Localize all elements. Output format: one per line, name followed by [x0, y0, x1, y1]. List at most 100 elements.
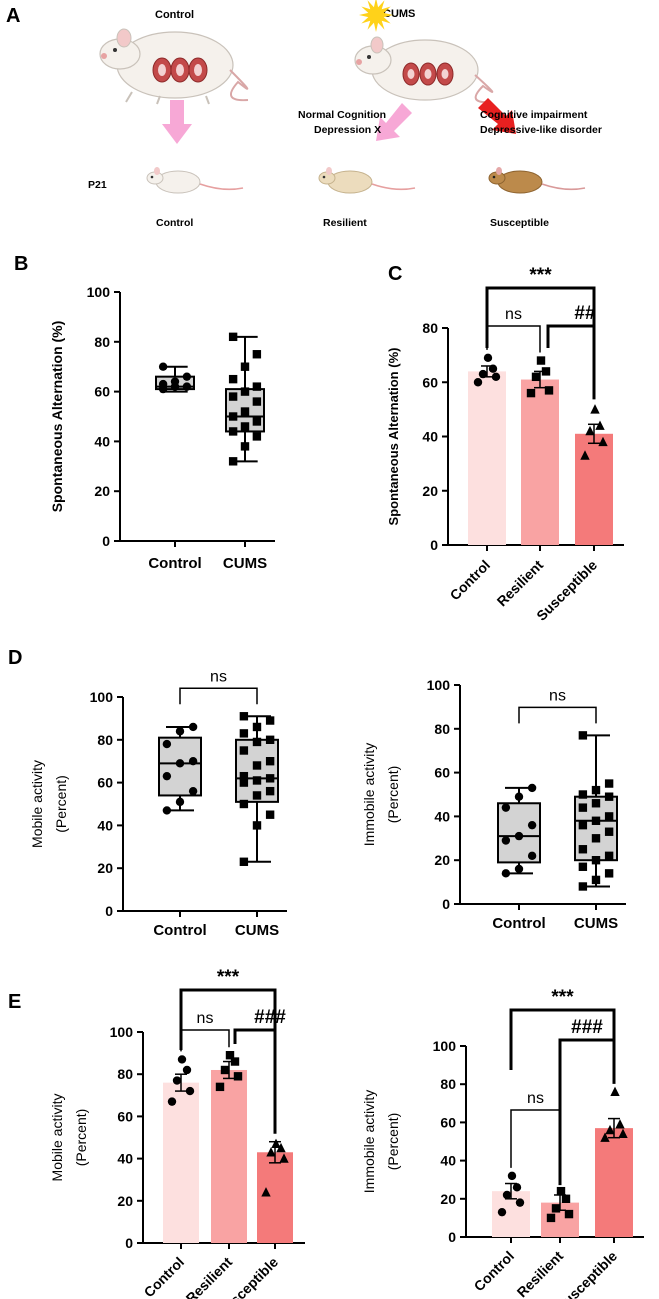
- y-tick-label: 40: [97, 817, 113, 833]
- significance-label: ns: [549, 687, 566, 704]
- data-point: [502, 1190, 512, 1200]
- bar: [595, 1128, 633, 1237]
- pregnant-mouse-control-icon: [99, 28, 249, 105]
- significance-bracket: [518, 706, 597, 724]
- y-tick-label: 100: [110, 1024, 134, 1040]
- y-tick-label: 60: [94, 384, 110, 400]
- panel-e-immobile: 0 20 40 60 80 100 Immobile activity (Percent) Co…: [361, 987, 644, 1299]
- y-tick-label: 0: [448, 1229, 456, 1245]
- data-point: [483, 353, 493, 363]
- bar: [163, 1082, 199, 1243]
- data-point: [591, 856, 601, 865]
- data-point: [225, 1051, 235, 1060]
- data-point: [585, 425, 595, 436]
- cums-title: CUMS: [383, 8, 415, 20]
- y-axis-label: Spontaneous Alternation (%): [386, 348, 401, 526]
- data-point: [252, 397, 262, 406]
- data-point: [527, 851, 537, 861]
- arrow-resilient-icon: [376, 103, 412, 141]
- control-title: Control: [155, 9, 194, 21]
- data-point: [491, 372, 501, 382]
- y-tick-label: 60: [117, 1108, 133, 1124]
- data-point: [501, 869, 511, 878]
- data-point: [167, 1097, 177, 1106]
- data-point: [162, 806, 172, 815]
- data-point: [228, 332, 238, 342]
- data-point: [266, 1147, 276, 1157]
- pup-label-control: Control: [156, 217, 193, 229]
- data-point: [265, 810, 275, 819]
- data-point: [239, 712, 249, 721]
- y-axis-label-units: (Percent): [385, 766, 401, 824]
- data-point: [501, 836, 511, 845]
- normal-cognition-text: Normal Cognition: [298, 109, 386, 121]
- pup-control-icon: [146, 167, 244, 194]
- y-axis-label: Mobile activity: [29, 760, 45, 848]
- x-tick-label: Control: [447, 557, 494, 604]
- data-point: [252, 821, 262, 830]
- panel-a: A Control CUMS: [6, 0, 602, 229]
- panel-label: D: [8, 647, 22, 669]
- significance-label: ns: [505, 306, 522, 323]
- data-point: [215, 1082, 225, 1092]
- data-point: [252, 737, 262, 747]
- data-point: [507, 1171, 517, 1181]
- significance-label: ns: [527, 1090, 544, 1107]
- data-point: [239, 746, 249, 755]
- data-point: [240, 422, 250, 431]
- data-point: [527, 783, 537, 793]
- data-point: [228, 427, 238, 436]
- significance-bracket: [179, 687, 258, 705]
- data-point: [279, 1153, 289, 1163]
- y-tick-label: 60: [434, 765, 450, 781]
- data-point: [252, 761, 262, 770]
- data-point: [600, 1132, 610, 1142]
- data-point: [261, 1187, 271, 1197]
- data-point: [514, 831, 524, 841]
- data-point: [175, 759, 185, 768]
- y-axis-label: Mobile activity: [49, 1094, 65, 1182]
- y-tick-label: 80: [434, 721, 450, 737]
- data-point: [501, 803, 511, 812]
- x-tick-label: Control: [492, 915, 545, 932]
- data-point: [252, 382, 262, 391]
- panel-d-mobile: D 0 20 40 60 80 100 Mobile activity (Percent) Con…: [8, 647, 287, 939]
- significance-bracket: [546, 324, 596, 400]
- data-point: [182, 372, 192, 381]
- data-point: [604, 869, 614, 878]
- data-point: [182, 1065, 192, 1075]
- y-tick-label: 80: [422, 320, 438, 336]
- data-point: [551, 1204, 561, 1213]
- data-point: [514, 864, 524, 874]
- data-point: [220, 1065, 230, 1075]
- data-point: [228, 457, 238, 466]
- data-point: [276, 1142, 286, 1153]
- data-point: [512, 1183, 522, 1192]
- y-tick-label: 20: [117, 1193, 133, 1209]
- significance-bracket: [486, 325, 541, 353]
- data-point: [239, 729, 249, 738]
- panel-label: E: [8, 991, 21, 1013]
- significance-label: ns: [197, 1010, 214, 1027]
- data-point: [478, 369, 488, 379]
- y-tick-label: 60: [422, 374, 438, 390]
- y-tick-label: 0: [102, 533, 110, 549]
- y-tick-label: 80: [97, 732, 113, 748]
- data-point: [252, 417, 262, 426]
- pregnant-mouse-cums-icon: [354, 36, 494, 104]
- data-point: [240, 362, 250, 371]
- panel-d-immobile: 0 20 40 60 80 100 Immobile activity (Percent) Co…: [361, 677, 626, 932]
- data-point: [595, 420, 605, 430]
- y-tick-label: 60: [440, 1114, 456, 1130]
- data-point: [604, 792, 614, 801]
- bar: [257, 1152, 293, 1243]
- significance-bracket: [485, 286, 596, 348]
- data-point: [239, 799, 249, 809]
- y-tick-label: 60: [97, 775, 113, 791]
- stress-star-icon: [359, 0, 393, 32]
- data-point: [271, 1138, 281, 1149]
- data-point: [618, 1128, 628, 1139]
- data-point: [578, 820, 588, 830]
- data-point: [541, 367, 551, 376]
- data-point: [162, 739, 172, 749]
